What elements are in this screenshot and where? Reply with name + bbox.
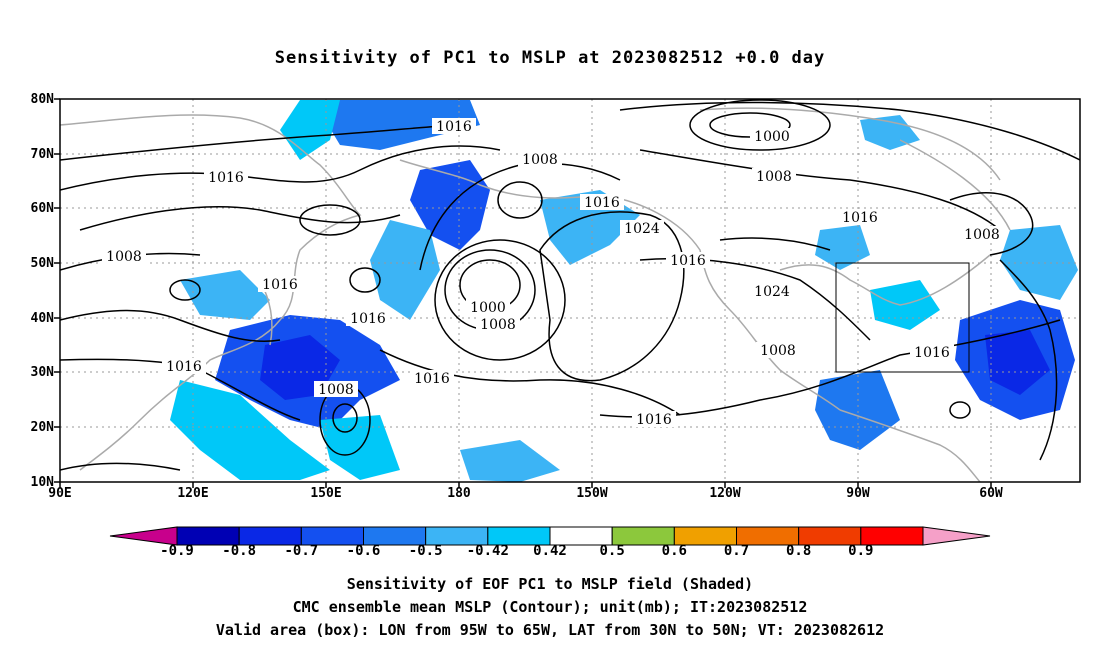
lat-lon-grid [60, 99, 1080, 482]
svg-text:1008: 1008 [964, 227, 1000, 243]
svg-text:1016: 1016 [842, 210, 878, 226]
colorbar-tick-label: 0.5 [599, 543, 625, 559]
contour-label: 1024 [620, 220, 664, 237]
colorbar-tick-label: 0.7 [723, 543, 750, 559]
colorbar-tick-label: 0.8 [786, 543, 812, 559]
contour-label: 1016 [580, 194, 624, 211]
svg-text:1016: 1016 [414, 371, 450, 387]
svg-text:1008: 1008 [756, 169, 792, 185]
lon-label-90w: 90W [846, 486, 870, 501]
colorbar-tick-label: -0.7 [284, 543, 319, 559]
contour-label: 1016 [204, 169, 248, 186]
colorbar-tick-label: 0.6 [661, 543, 687, 559]
colorbar-tick-label: -0.9 [160, 543, 194, 559]
contour-label: 1016 [838, 209, 882, 226]
contour-label: 1016 [346, 310, 390, 327]
contour-label: 1008 [476, 316, 520, 333]
svg-text:1008: 1008 [480, 317, 516, 333]
lon-label-90e: 90E [48, 486, 72, 501]
contour-label: 1016 [666, 252, 710, 269]
contour-label: 1008 [314, 381, 358, 398]
caption-valid: Valid area (box): LON from 95W to 65W, L… [215, 621, 885, 639]
shade-hudson [815, 225, 870, 270]
contour-label: 1016 [632, 411, 676, 428]
contour-label: 1008 [960, 226, 1004, 243]
svg-text:1016: 1016 [636, 412, 672, 428]
axis-ticks [54, 98, 992, 488]
contour-label: 1000 [750, 128, 794, 145]
contour-label: 1024 [750, 283, 794, 300]
lat-label-20n: 20N [30, 420, 54, 435]
contour-label: 1016 [432, 118, 476, 135]
colorbar-tick-label: 0.42 [533, 543, 567, 559]
sensitivity-shading [170, 100, 1078, 482]
colorbar-tick-label: -0.5 [408, 543, 443, 559]
shade-westpac-light [170, 380, 330, 480]
lon-label-120e: 120E [177, 486, 209, 501]
caption-shaded: Sensitivity of EOF PC1 to MSLP field (Sh… [346, 575, 754, 593]
svg-text:1024: 1024 [624, 221, 660, 237]
shade-bering-light [370, 220, 440, 320]
svg-text:1016: 1016 [584, 195, 620, 211]
colorbar [109, 526, 991, 546]
contour-label: 1008 [756, 342, 800, 359]
svg-text:1008: 1008 [106, 249, 142, 265]
lat-label-60n: 60N [30, 201, 54, 216]
contour-label: 1008 [102, 248, 146, 265]
shade-gulf [815, 370, 900, 450]
contour-label: 1016 [258, 276, 302, 293]
contour-labels: 1016 1008 1016 1000 1008 1016 1024 1016 … [102, 118, 1004, 428]
chart-title: Sensitivity of PC1 to MSLP at 2023082512… [274, 48, 826, 68]
contour-label: 1016 [910, 344, 954, 361]
contour-label: 1016 [410, 370, 454, 387]
svg-text:1008: 1008 [318, 382, 354, 398]
svg-text:1016: 1016 [670, 253, 706, 269]
lat-label-10n: 10N [30, 475, 54, 490]
lat-label-30n: 30N [30, 365, 54, 380]
lon-label-60w: 60W [979, 486, 1003, 501]
plot-frame [59, 98, 1081, 483]
svg-text:1016: 1016 [914, 345, 950, 361]
contour-label: 1008 [752, 168, 796, 185]
shade-greenland [860, 115, 920, 150]
lat-label-80n: 80N [30, 92, 54, 107]
svg-text:1016: 1016 [436, 119, 472, 135]
valid-area-box [835, 262, 970, 373]
svg-text:1000: 1000 [754, 129, 790, 145]
coastlines [60, 107, 1011, 482]
svg-text:1008: 1008 [760, 343, 796, 359]
caption-contour: CMC ensemble mean MSLP (Contour); unit(m… [292, 598, 808, 616]
lat-label-50n: 50N [30, 256, 54, 271]
colorbar-over-triangle [922, 526, 991, 546]
contour-label: 1016 [162, 358, 206, 375]
svg-text:1016: 1016 [166, 359, 202, 375]
contour-label: 1000 [466, 299, 510, 316]
colorbar-tick-label: 0.9 [848, 543, 874, 559]
shade-tropics-2 [460, 440, 560, 482]
lat-label-70n: 70N [30, 147, 54, 162]
svg-text:1000: 1000 [470, 300, 506, 316]
colorbar-tick-label: -0.8 [222, 543, 257, 559]
svg-text:1016: 1016 [350, 311, 386, 327]
lon-label-150e: 150E [310, 486, 342, 501]
contour-label: 1008 [518, 151, 562, 168]
lon-label-120w: 120W [709, 486, 741, 501]
lat-label-40n: 40N [30, 311, 54, 326]
shade-atlantic-dark [985, 330, 1050, 395]
svg-text:1024: 1024 [754, 284, 790, 300]
colorbar-tick-label: -0.6 [346, 543, 381, 559]
shade-arctic-light [280, 100, 340, 160]
shade-japan-sea [180, 270, 270, 320]
shade-arctic [325, 100, 480, 150]
svg-text:1008: 1008 [522, 152, 558, 168]
colorbar-tick-label: -0.42 [466, 543, 509, 559]
lon-label-180: 180 [447, 486, 471, 501]
shade-box-light [870, 280, 940, 330]
lon-label-150w: 150W [576, 486, 608, 501]
svg-text:1016: 1016 [262, 277, 298, 293]
svg-text:1016: 1016 [208, 170, 244, 186]
